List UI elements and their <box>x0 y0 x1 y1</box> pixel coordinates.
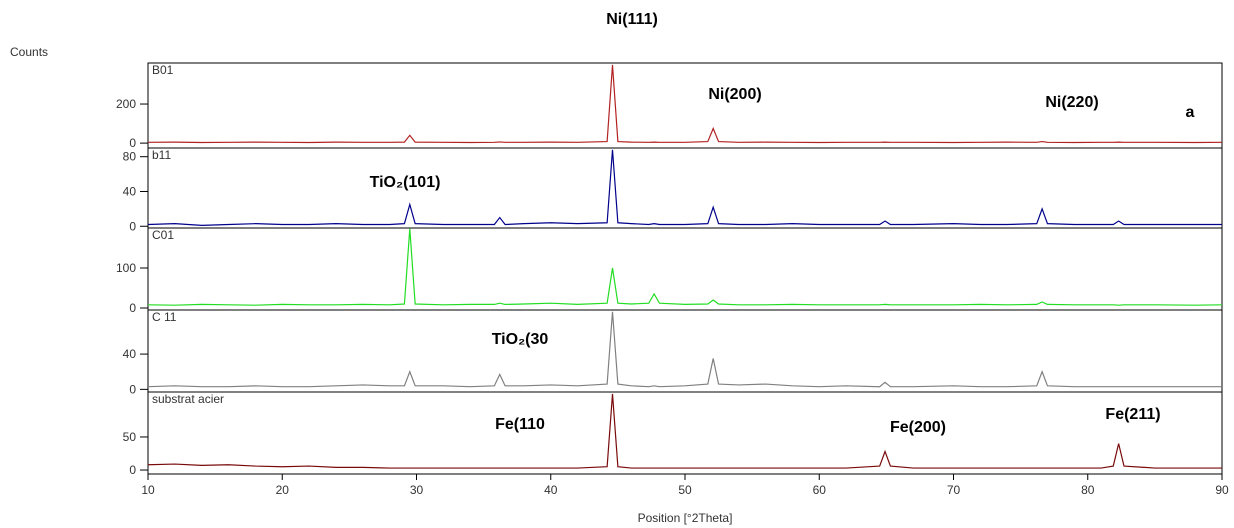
annotation: Ni(200) <box>708 86 761 103</box>
y-tick-label: 50 <box>123 430 137 444</box>
data-line <box>147 311 1222 388</box>
series-label: C 11 <box>152 310 177 324</box>
panel-frame <box>147 227 1223 311</box>
series-label: B01 <box>152 63 174 77</box>
data-line <box>147 64 1223 144</box>
x-tick-label: 50 <box>678 483 692 497</box>
data-line <box>147 393 1222 469</box>
x-tick-label: 80 <box>1081 483 1095 497</box>
annotation: Fe(211) <box>1105 406 1160 423</box>
annotation: Fe(110 <box>495 416 545 433</box>
x-tick-label: 30 <box>410 483 424 497</box>
y-tick-label: 0 <box>129 301 136 315</box>
annotation: Ni(111) <box>606 11 658 28</box>
y-tick-label: 0 <box>129 136 136 150</box>
y-tick-label: 80 <box>123 150 137 164</box>
y-tick-label: 200 <box>116 97 136 111</box>
y-tick-label: 40 <box>123 347 137 361</box>
x-tick-label: 90 <box>1215 483 1229 497</box>
x-tick-label: 40 <box>544 483 558 497</box>
series-label: C01 <box>152 228 174 242</box>
y-tick-label: 100 <box>116 261 136 275</box>
x-axis-label: Position [°2Theta] <box>638 511 733 525</box>
panel-frame <box>147 147 1223 229</box>
x-tick-label: 60 <box>813 483 827 497</box>
annotation: TiO₂(101) <box>370 174 441 191</box>
series-label: substrat acier <box>152 392 224 406</box>
y-tick-label: 0 <box>129 219 136 233</box>
series-label: b11 <box>152 148 171 162</box>
x-tick-label: 10 <box>141 483 155 497</box>
x-tick-label: 20 <box>276 483 290 497</box>
annotation: TiO₂(30 <box>492 331 549 348</box>
y-tick-label: 40 <box>123 184 137 198</box>
x-tick-label: 70 <box>947 483 961 497</box>
y-tick-label: 0 <box>129 382 136 396</box>
annotation: a <box>1186 104 1195 121</box>
data-line <box>147 149 1222 226</box>
y-axis-label: Counts <box>10 45 48 59</box>
panel-frame <box>147 309 1223 393</box>
y-tick-label: 0 <box>129 463 136 477</box>
panel-frame <box>147 391 1223 475</box>
data-line <box>147 228 1223 306</box>
annotation: Ni(220) <box>1045 94 1098 111</box>
annotation: Fe(200) <box>890 419 946 436</box>
